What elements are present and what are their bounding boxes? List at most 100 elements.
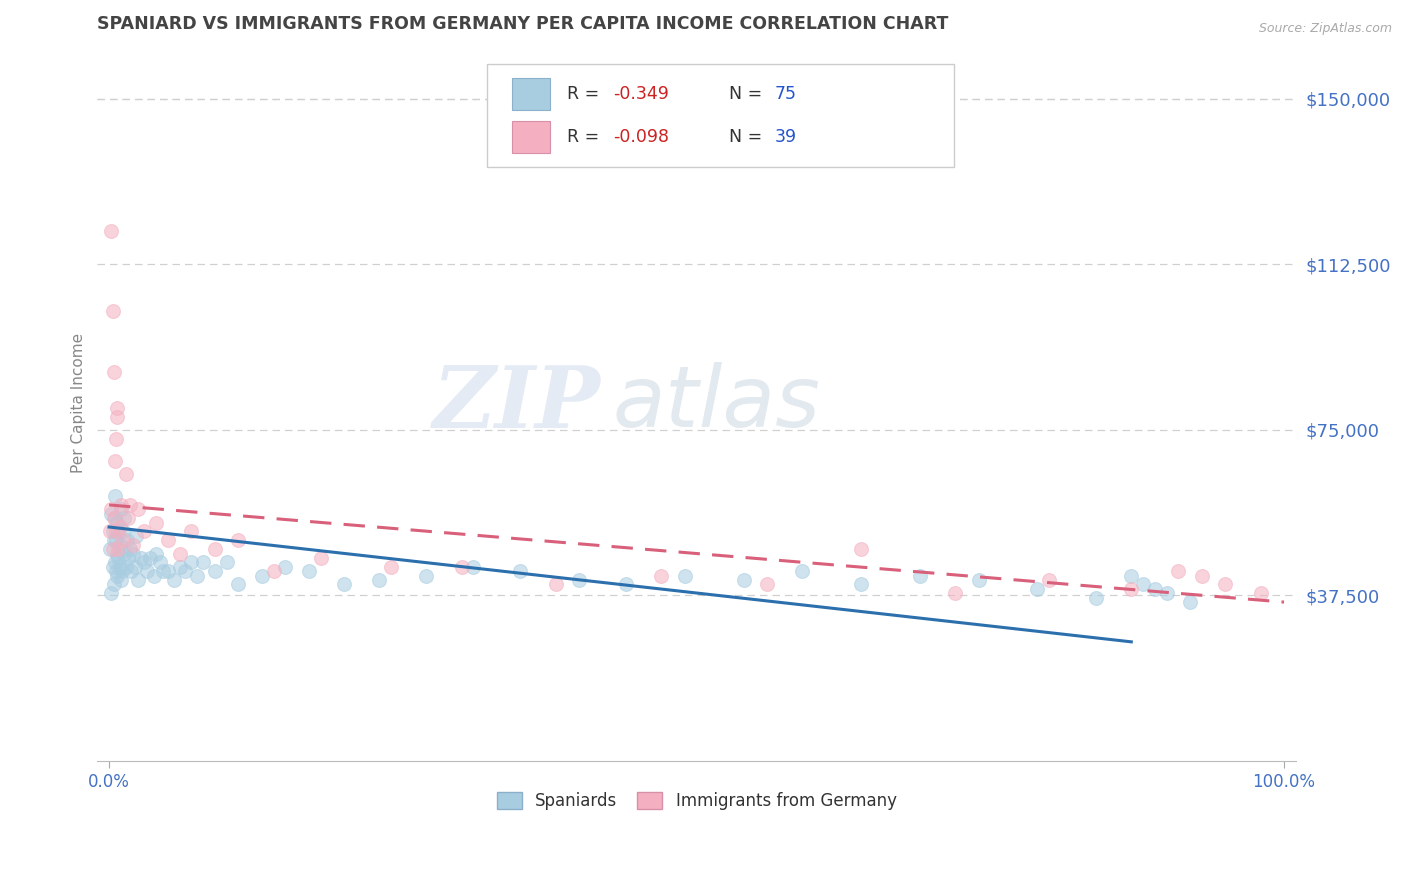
Point: [169, 547, 191, 561]
Point: [380, 559, 402, 574]
Point: [1121, 582, 1143, 596]
FancyBboxPatch shape: [512, 120, 550, 153]
Point: [103, 511, 125, 525]
Point: [107, 524, 129, 539]
Text: SPANIARD VS IMMIGRANTS FROM GERMANY PER CAPITA INCOME CORRELATION CHART: SPANIARD VS IMMIGRANTS FROM GERMANY PER …: [97, 15, 949, 33]
Point: [152, 564, 174, 578]
Text: R =: R =: [567, 128, 605, 145]
Point: [103, 366, 125, 380]
Point: [134, 555, 156, 569]
Point: [1167, 564, 1189, 578]
Point: [849, 542, 872, 557]
Point: [149, 555, 172, 569]
Point: [105, 516, 128, 530]
Point: [120, 542, 142, 557]
Point: [105, 564, 128, 578]
Point: [120, 564, 142, 578]
Point: [1156, 586, 1178, 600]
Point: [114, 559, 136, 574]
Y-axis label: Per Capita Income: Per Capita Income: [72, 334, 86, 474]
Point: [139, 550, 162, 565]
Text: ZIP: ZIP: [433, 361, 600, 445]
Point: [111, 564, 134, 578]
Point: [108, 538, 131, 552]
Point: [110, 502, 132, 516]
Point: [98, 524, 121, 539]
Point: [103, 577, 125, 591]
Legend: Spaniards, Immigrants from Germany: Spaniards, Immigrants from Germany: [489, 786, 903, 817]
Point: [1121, 568, 1143, 582]
Point: [274, 559, 297, 574]
Point: [101, 559, 124, 574]
Point: [105, 432, 128, 446]
Point: [1213, 577, 1236, 591]
Point: [107, 542, 129, 557]
Point: [101, 303, 124, 318]
Point: [463, 559, 485, 574]
Point: [108, 559, 131, 574]
Point: [1178, 595, 1201, 609]
Point: [105, 568, 128, 582]
Point: [120, 498, 142, 512]
Point: [121, 538, 143, 552]
Point: [792, 564, 814, 578]
Point: [943, 586, 966, 600]
Point: [544, 577, 567, 591]
Point: [104, 454, 127, 468]
Point: [98, 542, 121, 557]
Point: [108, 520, 131, 534]
Point: [101, 524, 124, 539]
Point: [180, 524, 202, 539]
Point: [117, 511, 139, 525]
Point: [142, 568, 165, 582]
Point: [673, 568, 696, 582]
Point: [129, 550, 152, 565]
Point: [368, 573, 391, 587]
Point: [191, 555, 214, 569]
Point: [156, 564, 179, 578]
Point: [134, 524, 156, 539]
Point: [156, 533, 179, 548]
Point: [105, 401, 128, 415]
Point: [105, 547, 128, 561]
Point: [107, 550, 129, 565]
Text: -0.098: -0.098: [613, 128, 669, 145]
Point: [756, 577, 779, 591]
Text: N =: N =: [728, 85, 768, 103]
Text: 75: 75: [775, 85, 796, 103]
Point: [733, 573, 755, 587]
Point: [415, 568, 437, 582]
Point: [127, 502, 149, 516]
Point: [121, 547, 143, 561]
Point: [309, 550, 332, 565]
Point: [100, 507, 122, 521]
Point: [112, 511, 135, 525]
Point: [127, 573, 149, 587]
Point: [114, 467, 136, 481]
Text: atlas: atlas: [613, 362, 821, 445]
Point: [100, 224, 122, 238]
Point: [100, 502, 122, 516]
Point: [215, 555, 238, 569]
Point: [145, 547, 167, 561]
Point: [650, 568, 672, 582]
Point: [1026, 582, 1049, 596]
Point: [614, 577, 637, 591]
Point: [1038, 573, 1060, 587]
Point: [298, 564, 321, 578]
Point: [1085, 591, 1108, 605]
Point: [103, 533, 125, 548]
Point: [112, 533, 135, 548]
Point: [105, 533, 128, 548]
Point: [450, 559, 472, 574]
Point: [101, 542, 124, 557]
Point: [112, 547, 135, 561]
Point: [104, 555, 127, 569]
Point: [105, 524, 128, 539]
Point: [117, 550, 139, 565]
Point: [568, 573, 591, 587]
Text: 39: 39: [775, 128, 797, 145]
Point: [204, 564, 226, 578]
Point: [228, 577, 250, 591]
Point: [110, 573, 132, 587]
